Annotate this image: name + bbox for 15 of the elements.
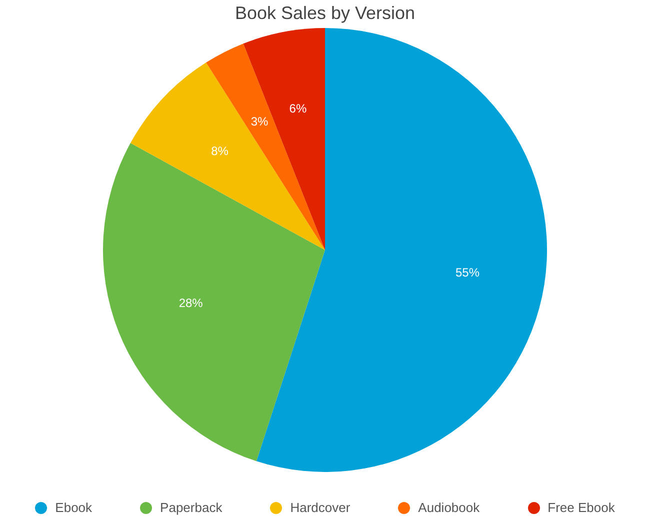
data-label: 6%	[289, 101, 307, 116]
legend-label: Hardcover	[290, 500, 350, 516]
pie-slice	[130, 62, 325, 250]
data-label: 55%	[456, 266, 480, 280]
pie-slice	[206, 44, 325, 250]
legend-label: Ebook	[55, 500, 92, 516]
pie-slice	[103, 143, 325, 462]
chart-title: Book Sales by Version	[234, 2, 416, 25]
legend-label: Free Ebook	[548, 500, 615, 516]
legend-label: Paperback	[160, 500, 222, 516]
legend-label: Audiobook	[418, 500, 480, 516]
pie-slice	[243, 28, 325, 250]
data-label: 8%	[211, 144, 229, 158]
data-label: 3%	[250, 114, 268, 128]
data-label: 28%	[178, 296, 204, 310]
